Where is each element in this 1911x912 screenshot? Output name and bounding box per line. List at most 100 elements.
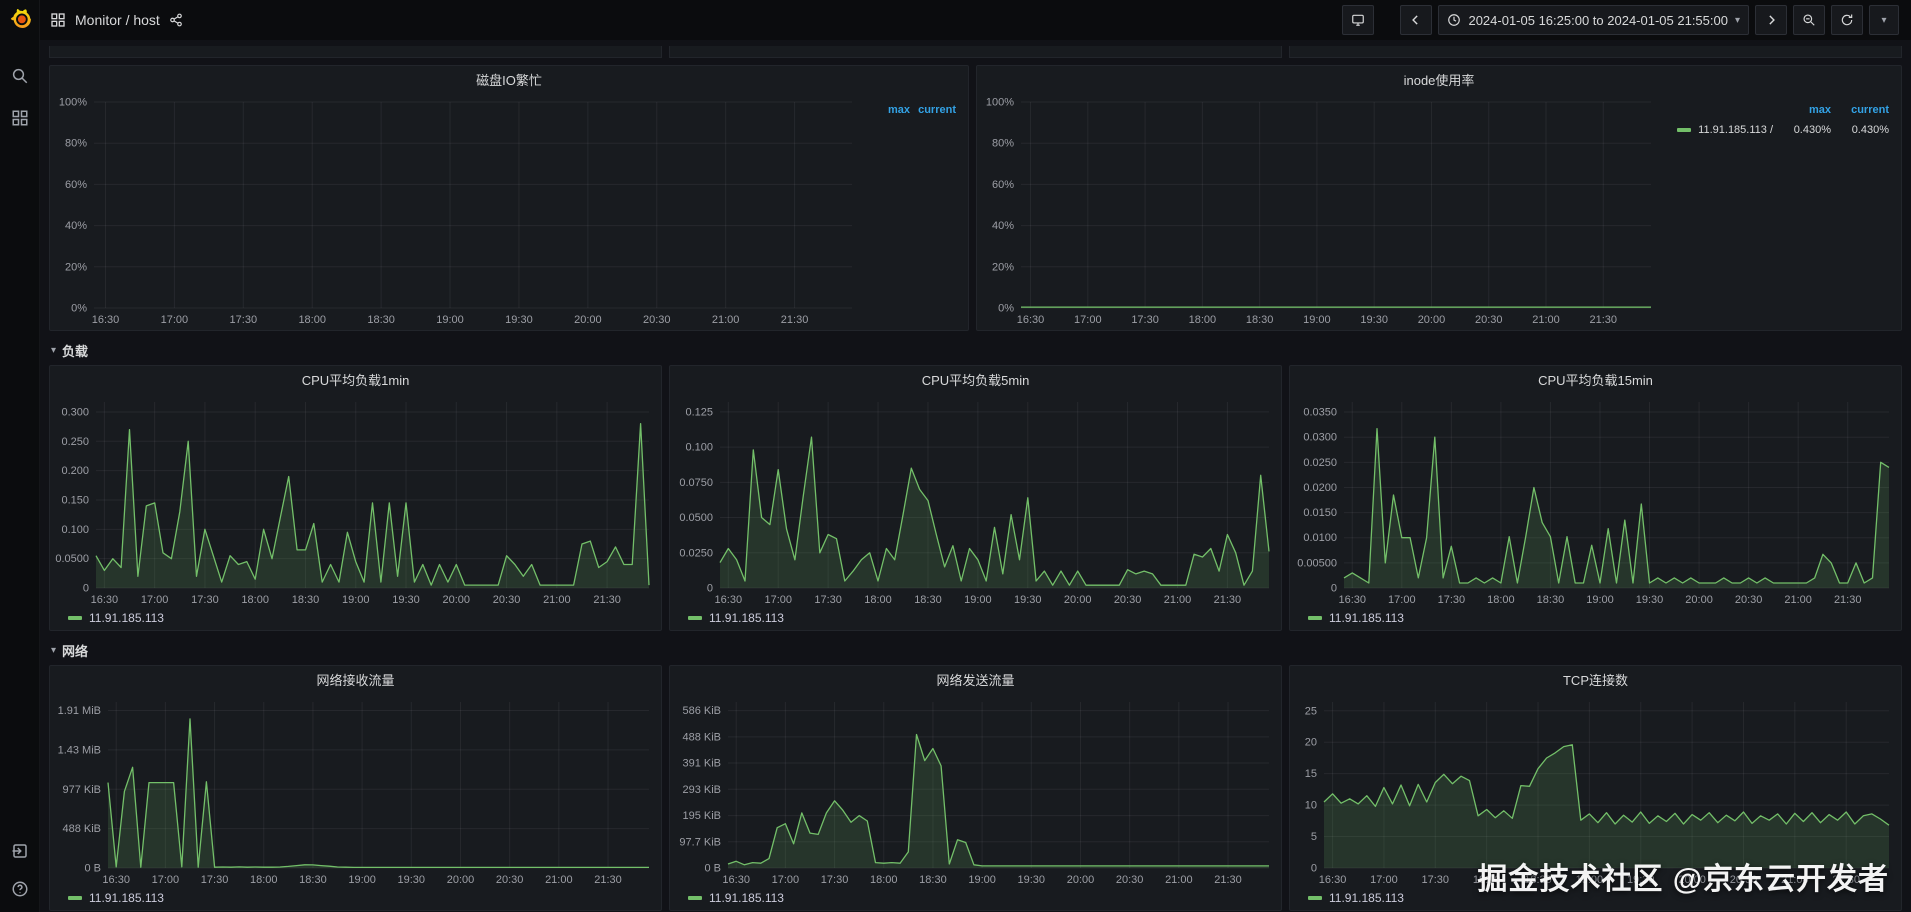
dashboards-icon[interactable] — [11, 109, 29, 127]
panel-title[interactable]: CPU平均负载15min — [1538, 372, 1653, 388]
x-tick-label: 18:30 — [1537, 594, 1565, 606]
y-tick-label: 1.43 MiB — [58, 744, 101, 756]
disk-io-chart[interactable]: 0% 20% 40% 60% 80% 100% 16:30 17:00 17:30 18:00 18… — [54, 92, 860, 328]
panel-row-disk: 磁盘IO繁忙 0% 20% 40% 60% 80% 100% 16:30 17:00 17:30… — [49, 65, 1902, 331]
panel-title[interactable]: 网络发送流量 — [936, 672, 1015, 688]
tcp-connections-legend[interactable]: 11.91.185.113 — [1294, 888, 1897, 908]
refresh-interval-button[interactable]: ▾ — [1869, 5, 1899, 35]
y-tick-label: 5 — [1311, 831, 1317, 843]
section-row-load[interactable]: ▾ 负载 — [51, 337, 1902, 363]
x-tick-label: 19:30 — [505, 314, 533, 326]
x-tick-label: 17:30 — [191, 594, 219, 606]
cpu-load-15min-legend[interactable]: 11.91.185.113 — [1294, 608, 1897, 628]
legend-series-label[interactable]: 11.91.185.113 — [89, 891, 164, 905]
x-tick-label: 20:30 — [1730, 874, 1758, 886]
legend-stat-header[interactable]: max — [887, 104, 910, 116]
legend-series-label[interactable]: 11.91.185.113 — [709, 611, 784, 625]
series-line — [719, 436, 1270, 586]
series-fill — [1324, 744, 1889, 868]
time-forward-button[interactable] — [1755, 5, 1787, 35]
share-icon[interactable] — [169, 13, 183, 27]
cpu-load-5min-legend[interactable]: 11.91.185.113 — [674, 608, 1277, 628]
panel-row-load: CPU平均负载1min 0 0.0500 0.100 0.150 0.200 0.250 0… — [49, 365, 1902, 631]
x-tick-label: 17:00 — [141, 594, 169, 606]
y-tick-label: 0.0500 — [55, 553, 89, 565]
x-tick-label: 20:00 — [1678, 874, 1706, 886]
net-send-chart[interactable]: 0 B 97.7 KiB 195 KiB 293 KiB 391 KiB 488 KiB 5… — [674, 692, 1277, 888]
y-tick-label: 977 KiB — [62, 784, 101, 796]
x-tick-label: 17:00 — [1074, 314, 1102, 326]
apps-icon[interactable] — [50, 12, 66, 28]
x-tick-label: 16:30 — [1017, 314, 1045, 326]
zoom-out-button[interactable] — [1793, 5, 1825, 35]
panel-title[interactable]: inode使用率 — [1403, 72, 1475, 88]
y-tick-label: 293 KiB — [682, 784, 721, 796]
x-tick-label: 19:30 — [398, 874, 426, 886]
legend-series-row[interactable]: 11.91.185.113 / 0.430% 0.430% — [1663, 124, 1889, 136]
legend-stat-header[interactable]: max — [1808, 104, 1831, 116]
x-tick-label: 17:30 — [201, 874, 229, 886]
refresh-button[interactable] — [1831, 5, 1863, 35]
cutoff-panel-row — [49, 46, 1902, 58]
net-receive-legend[interactable]: 11.91.185.113 — [54, 888, 657, 908]
x-tick-label: 16:30 — [715, 594, 743, 606]
x-tick-label: 21:30 — [1214, 874, 1242, 886]
x-tick-label: 19:30 — [1018, 874, 1046, 886]
cpu-load-5min-chart[interactable]: 0 0.0250 0.0500 0.0750 0.100 0.125 16:30 17:00 1… — [674, 392, 1277, 608]
chevron-down-icon: ▾ — [51, 644, 57, 656]
kiosk-tv-button[interactable] — [1342, 5, 1375, 35]
panel-title[interactable]: CPU平均负载1min — [301, 372, 410, 388]
x-tick-label: 21:00 — [712, 314, 740, 326]
legend-stat-header[interactable]: current — [1851, 104, 1889, 116]
panel-title[interactable]: TCP连接数 — [1562, 672, 1628, 688]
grafana-logo-icon[interactable] — [5, 5, 35, 35]
time-range-picker[interactable]: 2024-01-05 16:25:00 to 2024-01-05 21:55:… — [1438, 5, 1749, 35]
panel-title[interactable]: 网络接收流量 — [316, 672, 395, 688]
net-receive-chart[interactable]: 0 B 488 KiB 977 KiB 1.43 MiB 1.91 MiB 16:30 17… — [54, 692, 657, 888]
legend-stat-value: 0.430% — [1793, 124, 1831, 136]
time-back-button[interactable] — [1400, 5, 1433, 35]
y-tick-label: 0.300 — [61, 406, 89, 418]
x-tick-label: 21:30 — [1214, 594, 1242, 606]
legend-series-label[interactable]: 11.91.185.113 — [1329, 891, 1404, 905]
x-tick-label: 18:30 — [299, 874, 327, 886]
tcp-connections-chart[interactable]: 0 5 10 15 20 25 16:30 17:00 17:30 18:00 18:30 19:00… — [1294, 692, 1897, 888]
inode-chart[interactable]: 0% 20% 40% 60% 80% 100% 16:30 17:00 17:30 18:00 18… — [981, 92, 1659, 328]
sign-in-icon[interactable] — [11, 842, 29, 860]
cpu-load-15min-chart[interactable]: 0 0.00500 0.0100 0.0150 0.0200 0.0250 0.0300 0.… — [1294, 392, 1897, 608]
x-tick-label: 16:30 — [1319, 874, 1347, 886]
x-tick-label: 18:00 — [1487, 594, 1515, 606]
legend-series-label[interactable]: 11.91.185.113 — [709, 891, 784, 905]
legend-series-label[interactable]: 11.91.185.113 — [1329, 611, 1404, 625]
x-tick-label: 20:00 — [443, 594, 471, 606]
y-tick-label: 10 — [1305, 800, 1317, 812]
y-tick-label: 0.150 — [61, 494, 89, 506]
x-tick-label: 19:00 — [348, 874, 376, 886]
cutoff-panel — [1289, 46, 1902, 58]
y-tick-label: 195 KiB — [682, 810, 721, 822]
search-icon[interactable] — [11, 67, 29, 85]
y-tick-label: 20% — [992, 261, 1014, 273]
panel-title[interactable]: CPU平均负载5min — [921, 372, 1030, 388]
x-tick-label: 21:30 — [1834, 594, 1862, 606]
cpu-load-1min-chart[interactable]: 0 0.0500 0.100 0.150 0.200 0.250 0.300 16:30 17:… — [54, 392, 657, 608]
x-tick-label: 20:00 — [574, 314, 602, 326]
series-line — [95, 423, 650, 586]
x-tick-label: 17:30 — [1131, 314, 1159, 326]
disk_io-chart-svg: 0% 20% 40% 60% 80% 100% 16:30 17:00 17:30 18:00 18… — [59, 97, 852, 326]
chevron-down-icon: ▾ — [51, 344, 57, 356]
cpu-load-1min-legend[interactable]: 11.91.185.113 — [54, 608, 657, 628]
x-tick-label: 17:30 — [1422, 874, 1450, 886]
panel-title[interactable]: 磁盘IO繁忙 — [476, 72, 542, 88]
help-icon[interactable] — [11, 880, 29, 898]
x-tick-label: 18:30 — [919, 874, 947, 886]
section-row-network[interactable]: ▾ 网络 — [51, 637, 1902, 663]
legend-stat-header[interactable]: current — [918, 104, 956, 116]
cpu15-chart-svg: 0 0.00500 0.0100 0.0150 0.0200 0.0250 0.0300 0.… — [1297, 402, 1890, 606]
y-tick-label: 20 — [1305, 737, 1317, 749]
legend-series-label[interactable]: 11.91.185.113 — [89, 611, 164, 625]
breadcrumb[interactable]: Monitor / host — [75, 12, 160, 28]
x-tick-label: 21:00 — [543, 594, 571, 606]
net-send-legend[interactable]: 11.91.185.113 — [674, 888, 1277, 908]
y-tick-label: 1.91 MiB — [58, 705, 101, 717]
